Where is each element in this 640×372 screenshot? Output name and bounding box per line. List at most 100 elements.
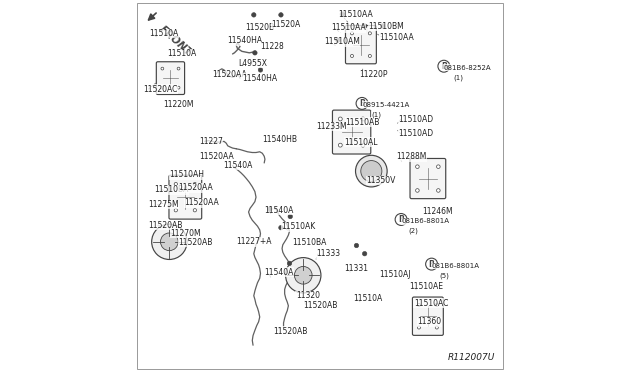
- Text: 11520AB: 11520AB: [179, 238, 213, 247]
- Text: 11510AA: 11510AA: [380, 33, 414, 42]
- Text: 11510AA: 11510AA: [331, 23, 366, 32]
- Text: 11510BM: 11510BM: [369, 22, 404, 31]
- Text: 11510AD: 11510AD: [398, 129, 433, 138]
- Circle shape: [174, 209, 177, 212]
- FancyBboxPatch shape: [346, 25, 376, 64]
- Text: 11246M: 11246M: [422, 207, 453, 216]
- Text: 11520AA: 11520AA: [212, 70, 247, 79]
- Text: 11510AM: 11510AM: [324, 37, 360, 46]
- Circle shape: [351, 54, 353, 58]
- Text: 11540A: 11540A: [264, 206, 294, 215]
- Text: 11510AB: 11510AB: [346, 118, 380, 126]
- Text: 11270M: 11270M: [170, 229, 201, 238]
- Circle shape: [285, 257, 321, 293]
- Circle shape: [368, 54, 371, 58]
- Text: 11520A: 11520A: [271, 20, 301, 29]
- Circle shape: [161, 67, 164, 70]
- Circle shape: [177, 67, 180, 70]
- Circle shape: [278, 13, 283, 17]
- Circle shape: [294, 266, 312, 284]
- Circle shape: [436, 165, 440, 169]
- Circle shape: [435, 303, 438, 307]
- Text: (1): (1): [371, 111, 381, 118]
- Text: 11220P: 11220P: [359, 70, 388, 79]
- Text: 11333: 11333: [316, 249, 340, 258]
- Circle shape: [417, 326, 420, 329]
- Text: 11520AA: 11520AA: [184, 198, 219, 207]
- FancyBboxPatch shape: [410, 158, 445, 199]
- Circle shape: [339, 143, 342, 147]
- Circle shape: [287, 261, 292, 266]
- Text: 11331: 11331: [344, 264, 368, 273]
- Text: 11520AB: 11520AB: [273, 327, 308, 336]
- Text: 11227+A: 11227+A: [236, 237, 272, 246]
- Text: 11540A: 11540A: [264, 268, 294, 277]
- Text: 11510A: 11510A: [168, 49, 196, 58]
- FancyBboxPatch shape: [412, 297, 444, 336]
- Circle shape: [426, 258, 438, 270]
- Text: 11510AA: 11510AA: [338, 10, 372, 19]
- Circle shape: [436, 189, 440, 192]
- Text: 11320: 11320: [296, 291, 320, 300]
- Text: L4955X: L4955X: [238, 59, 267, 68]
- Text: 11233M: 11233M: [316, 122, 347, 131]
- Text: 11275M: 11275M: [148, 200, 179, 209]
- Circle shape: [177, 86, 180, 89]
- Text: B: B: [359, 99, 365, 108]
- Circle shape: [193, 209, 196, 212]
- Circle shape: [356, 155, 387, 187]
- Text: 081B6-8801A: 081B6-8801A: [401, 218, 449, 224]
- Text: 11350V: 11350V: [367, 176, 396, 185]
- Circle shape: [161, 233, 178, 251]
- Circle shape: [278, 225, 283, 230]
- Circle shape: [268, 207, 272, 211]
- Text: 11520AB: 11520AB: [148, 221, 182, 230]
- Text: 11510AL: 11510AL: [344, 138, 378, 147]
- Text: 11510AJ: 11510AJ: [379, 270, 410, 279]
- Circle shape: [259, 68, 262, 72]
- Circle shape: [361, 161, 382, 182]
- Text: 11520B: 11520B: [246, 23, 275, 32]
- Text: 081B6-8252A: 081B6-8252A: [444, 65, 492, 71]
- Text: B: B: [398, 215, 404, 224]
- Circle shape: [174, 182, 177, 186]
- Circle shape: [152, 224, 187, 260]
- Text: 11540HA: 11540HA: [242, 74, 277, 83]
- Circle shape: [417, 303, 420, 307]
- Text: 081B6-8801A: 081B6-8801A: [431, 263, 479, 269]
- Circle shape: [362, 24, 367, 28]
- Text: 11510AK: 11510AK: [281, 222, 315, 231]
- Circle shape: [288, 214, 292, 219]
- Text: (5): (5): [440, 272, 450, 279]
- FancyBboxPatch shape: [169, 175, 202, 219]
- Circle shape: [435, 326, 438, 329]
- Text: 11540HA: 11540HA: [227, 36, 262, 45]
- Circle shape: [253, 51, 257, 55]
- FancyBboxPatch shape: [156, 62, 184, 94]
- Text: B: B: [441, 62, 447, 71]
- Text: FRONT: FRONT: [157, 24, 193, 58]
- Circle shape: [395, 214, 407, 225]
- Text: 11510AE: 11510AE: [410, 282, 444, 291]
- Circle shape: [438, 60, 450, 72]
- Text: R112007U: R112007U: [448, 353, 495, 362]
- Circle shape: [368, 32, 371, 35]
- Circle shape: [415, 165, 419, 169]
- Circle shape: [415, 189, 419, 192]
- Text: 11227: 11227: [199, 137, 223, 146]
- Text: 11510A: 11510A: [149, 29, 178, 38]
- Text: (1): (1): [453, 75, 463, 81]
- Circle shape: [356, 97, 368, 109]
- Text: 11360: 11360: [417, 317, 442, 326]
- Text: 11520AA: 11520AA: [199, 152, 234, 161]
- Text: (2): (2): [408, 227, 419, 234]
- Text: B: B: [429, 260, 435, 269]
- Circle shape: [340, 12, 344, 16]
- Circle shape: [193, 182, 196, 186]
- Text: 11510AD: 11510AD: [398, 115, 433, 124]
- Circle shape: [161, 86, 164, 89]
- Circle shape: [361, 143, 365, 147]
- Text: 08915-4421A: 08915-4421A: [363, 102, 410, 108]
- FancyBboxPatch shape: [332, 110, 371, 154]
- Text: 11540A: 11540A: [223, 161, 253, 170]
